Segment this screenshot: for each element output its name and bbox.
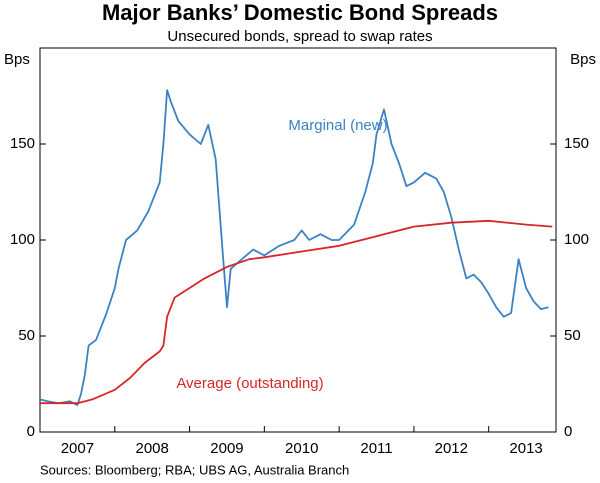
chart-title: Major Banks’ Domestic Bond Spreads — [102, 0, 498, 25]
series-line — [40, 219, 553, 405]
series-line — [39, 89, 549, 406]
series-label: Marginal (new) — [288, 117, 387, 134]
x-tick-label: 2009 — [210, 440, 243, 457]
y2-tick-label: 50 — [564, 327, 581, 344]
y-tick-label: 0 — [27, 423, 35, 440]
x-tick-label: 2013 — [509, 440, 542, 457]
x-tick-label: 2008 — [135, 440, 168, 457]
chart-subtitle: Unsecured bonds, spread to swap rates — [167, 28, 432, 45]
y-tick-label: 150 — [10, 135, 35, 152]
x-tick-label: 2012 — [435, 440, 468, 457]
y2-tick-label: 0 — [564, 423, 572, 440]
series-label: Average (outstanding) — [176, 375, 323, 392]
x-tick-label: 2011 — [360, 440, 392, 457]
y-tick-label: 100 — [10, 231, 35, 248]
y2-axis-label: Bps — [570, 51, 596, 68]
x-tick-label: 2010 — [285, 440, 318, 457]
x-tick-label: 2007 — [61, 440, 94, 457]
y-tick-label: 50 — [18, 327, 35, 344]
y2-tick-label: 100 — [564, 231, 589, 248]
source-note: Sources: Bloomberg; RBA; UBS AG, Austral… — [40, 462, 349, 477]
y-axis-label: Bps — [4, 51, 30, 68]
y2-tick-label: 150 — [564, 135, 589, 152]
